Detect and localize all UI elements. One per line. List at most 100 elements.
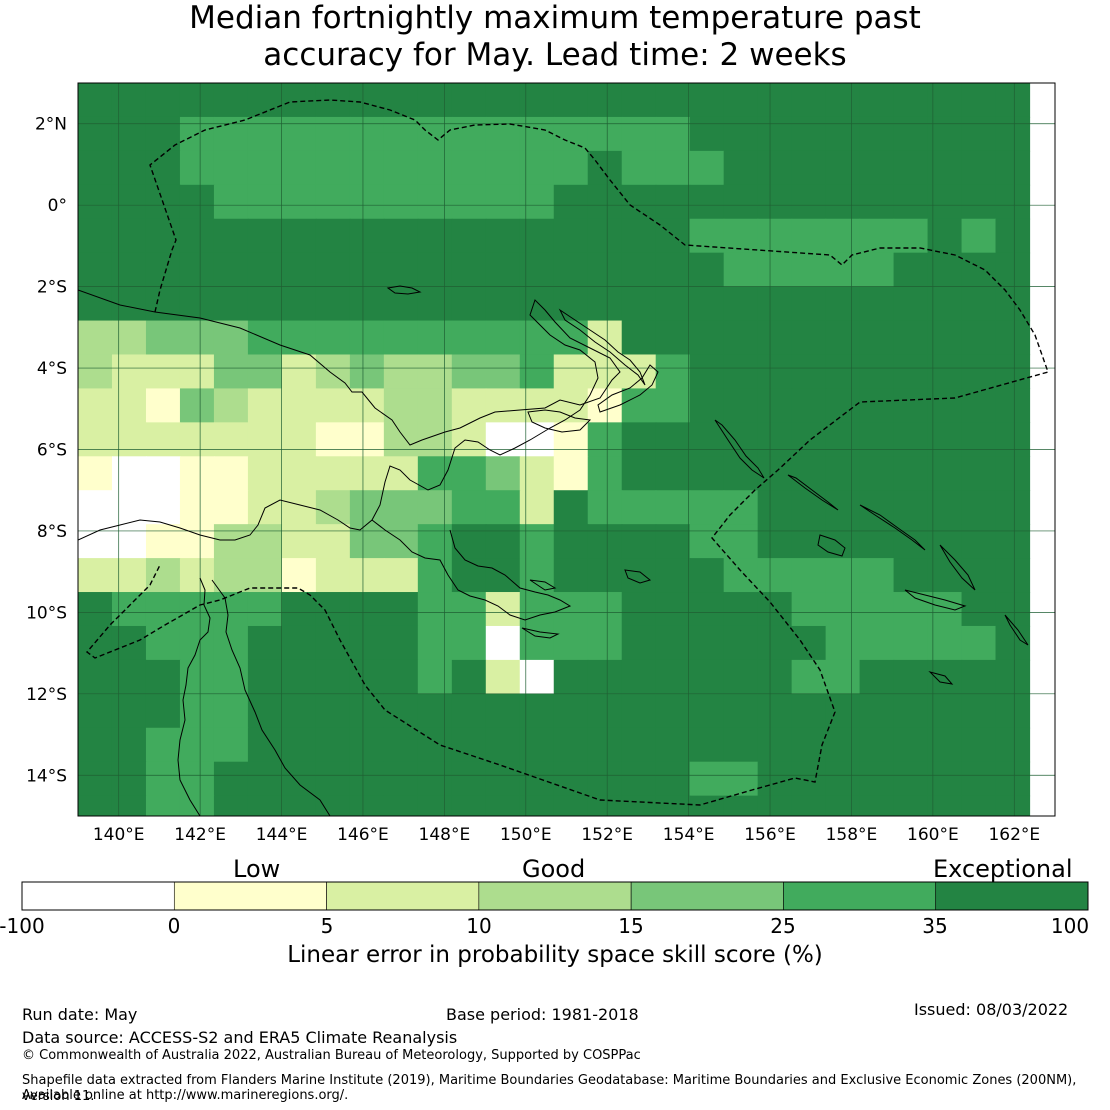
skill-cell [723, 286, 759, 322]
skill-cell [825, 727, 861, 763]
skill-cell [723, 252, 759, 288]
skill-cell [893, 558, 929, 593]
skill-cell [179, 727, 215, 763]
skill-cell [723, 524, 759, 559]
skill-cell [519, 558, 555, 593]
skill-cell [961, 456, 997, 491]
skill-cell [247, 727, 283, 763]
skill-cell [689, 388, 725, 423]
skill-cell [995, 795, 1031, 816]
skill-cell [791, 558, 827, 593]
skill-cell [621, 252, 657, 288]
skill-cell [587, 150, 623, 186]
skill-cell [145, 795, 181, 816]
colorbar-tick: 15 [618, 914, 644, 938]
skill-cell [519, 150, 555, 186]
skill-cell [995, 388, 1031, 423]
skill-cell [281, 795, 317, 816]
skill-cell [111, 388, 147, 423]
skill-cell [145, 83, 181, 118]
skill-cell [859, 184, 895, 220]
skill-cell [859, 150, 895, 186]
skill-cell [247, 218, 283, 254]
skill-cell [247, 116, 283, 152]
skill-cell [655, 354, 691, 390]
skill-cell [78, 727, 113, 763]
skill-cell [519, 456, 555, 491]
skill-cell [893, 795, 929, 816]
skill-cell [111, 592, 147, 627]
skill-cell [587, 490, 623, 525]
skill-cell [587, 659, 623, 695]
skill-cell [757, 693, 793, 729]
skill-cell [757, 83, 793, 118]
skill-cell [485, 693, 521, 729]
skill-cell [995, 659, 1031, 695]
skill-cell [281, 422, 317, 457]
skill-cell [247, 252, 283, 288]
skill-cell [519, 490, 555, 525]
skill-cell [78, 320, 113, 356]
skill-cell [587, 422, 623, 457]
skill-cell [927, 761, 963, 797]
skill-cell [587, 592, 623, 627]
skill-cell [723, 592, 759, 627]
skill-cell [791, 456, 827, 491]
skill-cell [893, 659, 929, 695]
skill-cell [247, 388, 283, 423]
coastline-cape-york [177, 577, 211, 816]
skill-cell [78, 184, 113, 220]
skill-cell [451, 150, 487, 186]
skill-cell [587, 795, 623, 816]
skill-cell [383, 761, 419, 797]
skill-cell [247, 761, 283, 797]
longitude-tick-label: 144°E [256, 825, 308, 845]
skill-cell [859, 83, 895, 118]
latitude-tick-label: 14°S [26, 766, 67, 786]
skill-cell [485, 218, 521, 254]
skill-cell [859, 286, 895, 322]
skill-cell [995, 524, 1031, 559]
skill-cell [315, 184, 351, 220]
latitude-tick-label: 10°S [26, 603, 67, 623]
skill-cell [655, 761, 691, 797]
skill-cell [383, 184, 419, 220]
skill-cell [587, 83, 623, 118]
longitude-tick-label: 148°E [419, 825, 471, 845]
coastline-solomon-3 [817, 534, 846, 557]
skill-cell [587, 218, 623, 254]
skill-cell [179, 795, 215, 816]
skill-cell [689, 490, 725, 525]
skill-cell [145, 490, 181, 525]
skill-cell [655, 320, 691, 356]
skill-cell [78, 795, 113, 816]
skill-cell [655, 659, 691, 695]
skill-cell [927, 625, 963, 661]
skill-cell [655, 490, 691, 525]
skill-cell [621, 727, 657, 763]
coastline-louisiade [624, 569, 652, 584]
skill-cell [111, 795, 147, 816]
skill-cell [78, 422, 113, 457]
skill-cell [587, 693, 623, 729]
longitude-tick-label: 158°E [826, 825, 878, 845]
skill-cell [791, 795, 827, 816]
skill-cell [78, 354, 113, 390]
skill-cell [213, 83, 249, 118]
skill-cell [859, 659, 895, 695]
skill-cell [689, 252, 725, 288]
skill-cell [927, 456, 963, 491]
skill-cell [859, 422, 895, 457]
skill-cell [145, 558, 181, 593]
skill-cell [791, 150, 827, 186]
skill-cell [213, 625, 249, 661]
skill-cell [689, 422, 725, 457]
skill-cell [961, 252, 997, 288]
skill-cell [961, 184, 997, 220]
colorbar-swatch [326, 881, 480, 911]
skill-cell [553, 184, 589, 220]
skill-cell [315, 659, 351, 695]
skill-cell [485, 727, 521, 763]
skill-cell [553, 83, 589, 118]
skill-cell [78, 761, 113, 797]
